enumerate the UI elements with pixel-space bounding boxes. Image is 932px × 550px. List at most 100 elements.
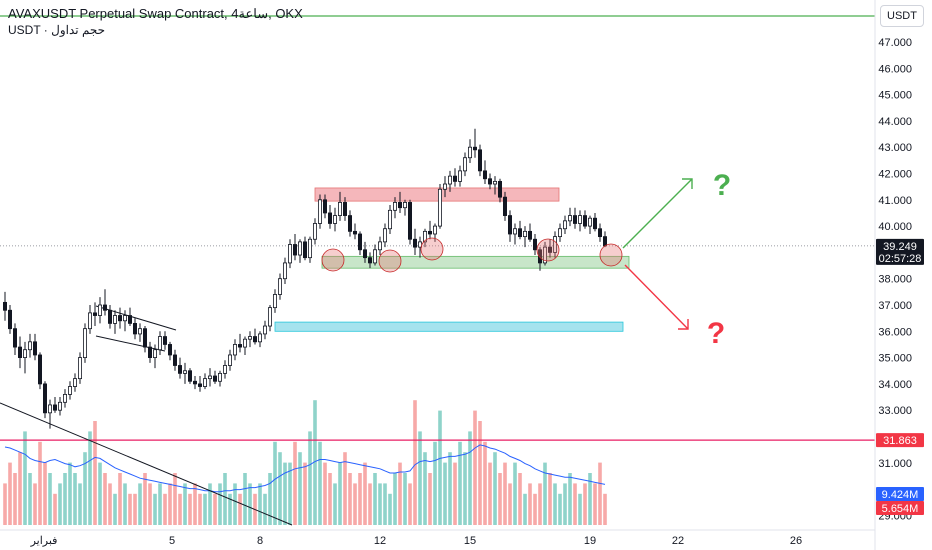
symbol-title[interactable]: AVAXUSDT Perpetual Swap Contract, 4ساعة,… [8,6,303,21]
volume-bar [603,493,607,525]
candle-body [583,215,588,227]
volume-bar [518,473,522,525]
candle-body [397,202,402,209]
candle-body [317,199,322,224]
down-arrow-head [678,319,689,330]
price-tick-label: 44.000 [878,116,912,128]
candle-body [412,238,417,248]
candle-body [237,344,242,348]
candle-body [48,404,53,414]
candle-body [192,380,197,385]
volume-bar [103,473,107,525]
candle-body [598,228,603,238]
scenario-arrows: ?? [622,169,731,350]
volume-bar [343,452,347,525]
candle-body [127,315,132,324]
volume-bar [553,483,557,525]
time-tick-label: 19 [584,535,596,547]
candle-body [603,236,608,247]
volume-bar [168,483,172,525]
price-axis[interactable]: 47.000 46.000 45.000 44.000 43.000 42.000 41.0… [874,0,932,550]
volume-bar [173,473,177,525]
down-arrow [624,264,689,330]
candle-body [563,220,568,230]
volume-bar [513,462,517,525]
price-tick-label: 47.000 [878,37,912,49]
volume-bar [18,452,22,525]
volume-bar [313,400,317,525]
time-tick-label: 26 [790,535,802,547]
volume-bar [198,493,202,525]
volume-bar [403,473,407,525]
candle-body [63,394,68,403]
volume-bar [163,493,167,525]
hline-price-tag-text: 31.863 [883,435,917,447]
volume-bar [308,431,312,525]
candle-body [447,175,452,185]
volume-bar [563,483,567,525]
candle-body [108,309,113,324]
volume-bar [428,473,432,525]
time-axis[interactable]: فبراير 5 8 12 15 19 22 26 [0,529,875,547]
candle-body [53,404,58,411]
volume-bar [8,462,12,525]
candle-body [472,146,477,151]
volume-bar [243,473,247,525]
candle-body [568,215,573,222]
candle-body [307,238,312,259]
volume-bar [268,473,272,525]
volume-bar [158,483,162,525]
price-tick-label: 37.000 [878,300,912,312]
volume-bar [3,483,7,525]
volume-bar [303,462,307,525]
volume-bar [538,483,542,525]
volume-bar [83,452,87,525]
price-tick-label: 41.000 [878,195,912,207]
volume-bar [473,410,477,525]
volume-bar [188,493,192,525]
volume-bar [413,400,417,525]
candle-body [58,401,63,411]
candle-body [287,244,292,264]
candle-body [292,244,297,256]
volume-bar [73,473,77,525]
volume-bar [323,462,327,525]
candle-body [142,328,147,348]
price-tick-label: 43.000 [878,142,912,154]
volume-bar [433,441,437,525]
candle-body [457,170,462,182]
currency-button[interactable]: USDT [880,5,924,27]
candle-body [352,230,357,235]
volume-bar [193,483,197,525]
volume-bar [288,462,292,525]
candle-body [78,357,83,380]
candle-body [427,230,432,235]
candle-body [272,294,277,309]
volume-value-tag-text: 5.654M [882,503,919,515]
resistance-zone [314,187,560,202]
candle-body [68,386,73,395]
time-tick-label: 15 [464,535,476,547]
volume-ma-tag-text: 9.424M [882,489,919,501]
candle-body [372,249,377,264]
volume-indicator-title[interactable]: USDT · حجم تداول [8,23,106,37]
trend-lines [0,15,875,526]
candle-body [452,175,457,182]
bullish-question-mark: ? [713,169,731,202]
time-tick-label: 12 [374,535,386,547]
price-tick-label: 31.000 [878,458,912,470]
volume-bar [368,483,372,525]
candle-body [573,215,578,224]
candle-body [227,354,232,366]
volume-bar [153,493,157,525]
volume-bar [53,493,57,525]
candle-body [118,315,123,322]
volume-bar [583,483,587,525]
candle-body [83,328,88,359]
candle-body [88,312,93,330]
candle-body [442,183,447,190]
candle-body [357,233,362,251]
volume-bar [438,410,442,525]
volume-bar [178,493,182,525]
